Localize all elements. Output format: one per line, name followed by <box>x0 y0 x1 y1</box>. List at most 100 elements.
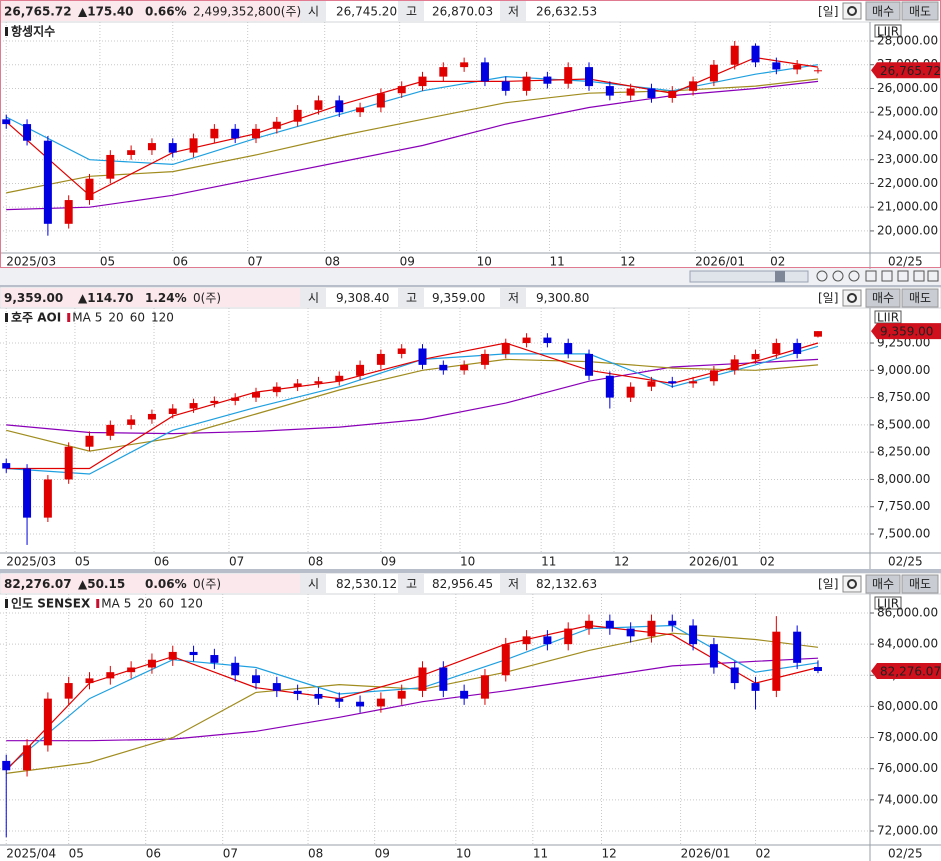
header-change-pct: 0.06% <box>145 577 187 591</box>
candle-body <box>460 690 469 699</box>
header-high-value: 9,359.00 <box>432 291 485 305</box>
candle-body <box>543 337 552 344</box>
candle-body <box>730 45 739 65</box>
x-tick-label: 10 <box>477 255 492 269</box>
header-low-label: 저 <box>508 5 519 19</box>
candle-body <box>585 620 594 629</box>
buy-button[interactable] <box>865 288 901 308</box>
candle-body <box>751 683 760 691</box>
candle-body <box>189 138 198 153</box>
candle-body <box>43 140 52 224</box>
x-tick-label: 05 <box>69 847 84 861</box>
scroll-thumb[interactable] <box>775 271 785 282</box>
candle-body <box>689 81 698 91</box>
title-marker <box>5 27 8 36</box>
candle-body <box>106 672 115 679</box>
candle-body <box>439 667 448 691</box>
axis-badge-box <box>874 596 902 610</box>
x-tick-label: 08 <box>308 555 323 569</box>
candle-body <box>813 667 822 671</box>
candle-body <box>231 397 240 401</box>
label-cell <box>300 288 326 307</box>
settings-button[interactable] <box>842 2 862 20</box>
separator <box>0 285 941 287</box>
sell-label: 매도 <box>909 291 931 305</box>
axis-badge-box <box>874 24 902 38</box>
sell-label: 매도 <box>909 5 931 19</box>
header-low-label: 저 <box>508 577 519 591</box>
x-tick-label: 07 <box>229 555 244 569</box>
candle-body <box>813 70 822 72</box>
header-low-value: 9,300.80 <box>536 291 589 305</box>
candle-body <box>418 76 427 87</box>
toolbar-icons[interactable] <box>816 270 939 282</box>
candle-body <box>480 675 489 699</box>
candle-body <box>772 631 781 691</box>
candle-body <box>376 93 385 108</box>
y-tick-label: 78,000.00 <box>877 730 938 744</box>
candle-body <box>647 88 656 98</box>
candle-body <box>293 383 302 387</box>
candle-body <box>64 200 73 224</box>
candle-body <box>147 659 156 668</box>
title-marker <box>5 599 8 608</box>
candle-body <box>439 364 448 371</box>
candle-body <box>43 698 52 746</box>
sell-button[interactable] <box>901 1 939 21</box>
header-low-value: 26,632.53 <box>536 5 597 19</box>
candle-body <box>376 353 385 365</box>
candle-body <box>418 667 427 691</box>
y-tick-label: 72,000.00 <box>877 823 938 837</box>
candle-body <box>293 690 302 694</box>
header-change: ▲50.15 <box>78 577 125 591</box>
header-period: [일] <box>818 577 838 591</box>
y-tick-label: 22,000.00 <box>877 176 938 190</box>
x-tick-label: 2025/03 <box>6 255 56 269</box>
settings-button[interactable] <box>842 575 862 593</box>
price-cell <box>1 1 301 21</box>
candle-body <box>793 631 802 663</box>
candle-body <box>272 386 281 393</box>
axis-badge: LIIR <box>877 597 899 611</box>
x-tick-label: 07 <box>223 847 238 861</box>
y-tick-label: 7,750.00 <box>877 499 930 513</box>
header-open-value: 82,530.12 <box>336 577 397 591</box>
sell-button[interactable] <box>901 288 939 308</box>
sell-button[interactable] <box>901 574 939 594</box>
candle-body <box>64 683 73 699</box>
legend-label: MA <box>72 311 91 325</box>
ma-line <box>6 80 819 211</box>
price-cell <box>1 288 301 307</box>
axis-badge-box <box>874 310 902 324</box>
header-open-label: 시 <box>308 5 319 19</box>
date-label: 02/25 <box>888 555 923 569</box>
candle-body <box>709 64 718 82</box>
x-tick-label: 12 <box>602 847 617 861</box>
candle-body <box>626 386 635 398</box>
candle-body <box>605 375 614 398</box>
candle-body <box>793 64 802 70</box>
candle-body <box>252 128 261 139</box>
x-tick-label: 02 <box>756 847 771 861</box>
x-tick-label: 06 <box>173 255 188 269</box>
scrollbar[interactable] <box>689 270 809 283</box>
x-tick-label: 07 <box>248 255 263 269</box>
y-tick-label: 21,000.00 <box>877 200 938 214</box>
candle-body <box>127 419 136 425</box>
label-cell <box>398 288 424 307</box>
buy-button[interactable] <box>865 1 901 21</box>
date-label: 02/25 <box>888 847 923 861</box>
buy-button[interactable] <box>865 574 901 594</box>
header-period: [일] <box>818 5 838 19</box>
candle-body <box>314 381 323 384</box>
candle-body <box>460 62 469 68</box>
candle-body <box>335 375 344 382</box>
candle-body <box>2 760 11 771</box>
header-volume: 0(주) <box>193 291 221 305</box>
x-tick-label: 02 <box>770 255 785 269</box>
candle-body <box>730 359 739 371</box>
candle-body <box>647 381 656 387</box>
header-volume: 2,499,352,800(주) <box>193 5 301 19</box>
settings-button[interactable] <box>842 289 862 307</box>
